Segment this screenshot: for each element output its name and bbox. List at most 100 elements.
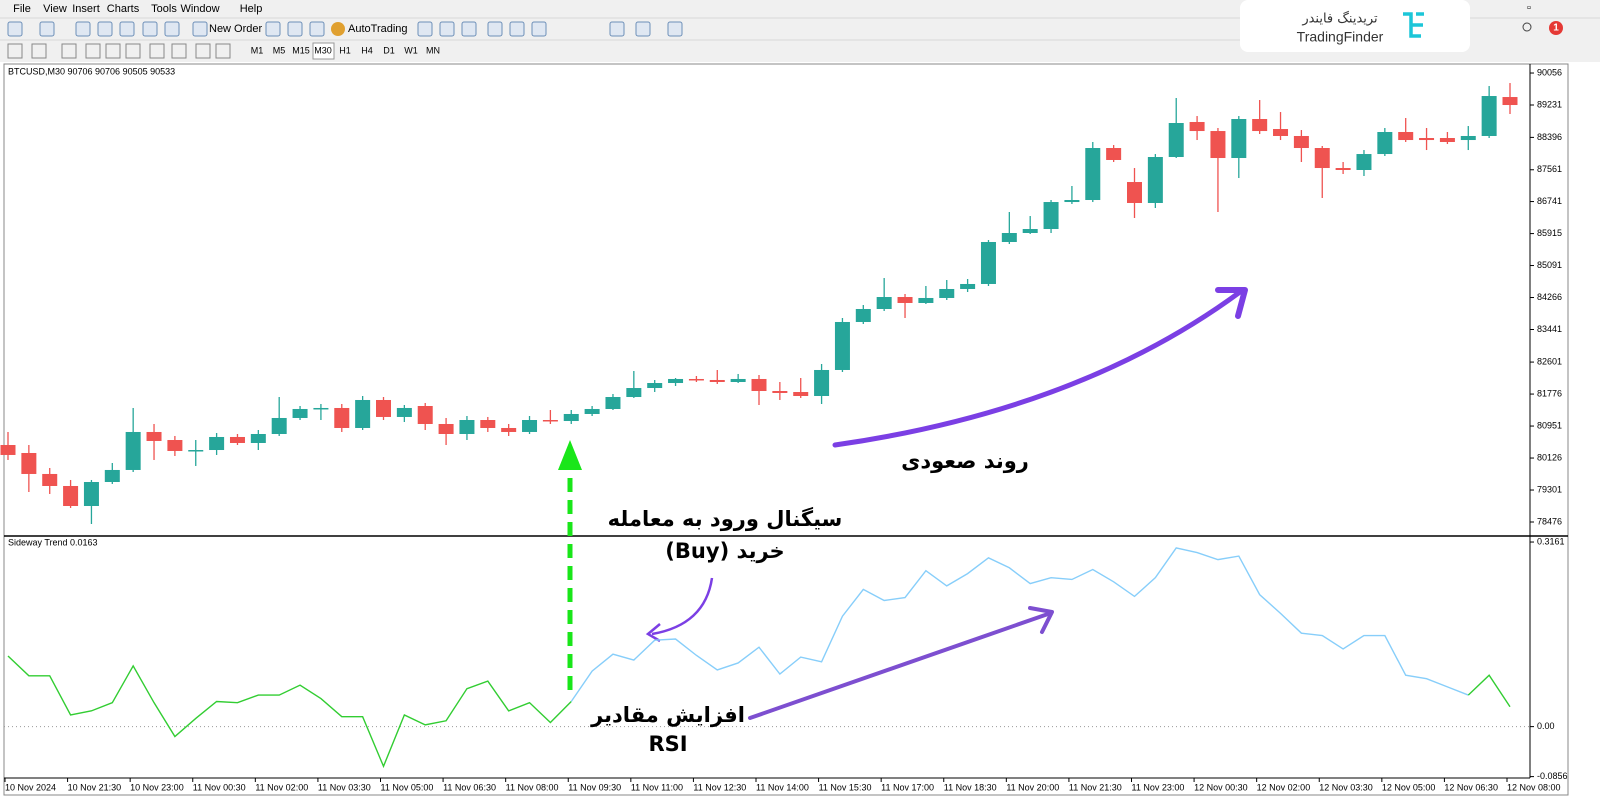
drawing-tool[interactable] bbox=[125, 43, 141, 59]
candle-body bbox=[1064, 200, 1080, 203]
menu-item[interactable]: Charts bbox=[107, 3, 140, 15]
candle-body bbox=[1377, 131, 1393, 155]
toolbar-icon[interactable] bbox=[309, 21, 325, 37]
drawing-tool[interactable] bbox=[195, 43, 211, 59]
pointer-arrowhead bbox=[645, 623, 661, 643]
x-tick-label: 11 Nov 18:30 bbox=[944, 782, 997, 792]
candle-body bbox=[1106, 148, 1122, 160]
candle-body bbox=[1356, 154, 1372, 170]
toolbar-icon[interactable] bbox=[142, 21, 158, 37]
toolbar-icon[interactable] bbox=[192, 21, 208, 37]
notification-count[interactable]: 1 bbox=[1553, 23, 1559, 34]
candle-body bbox=[584, 408, 600, 414]
y-tick-label: 89231 bbox=[1537, 99, 1562, 109]
candle-body bbox=[793, 392, 809, 397]
toolbar-icon[interactable] bbox=[75, 21, 91, 37]
timeframe-button[interactable]: M1 bbox=[251, 45, 264, 55]
timeframe-button[interactable]: MN bbox=[426, 45, 440, 55]
candle-body bbox=[229, 436, 245, 443]
candle-body bbox=[0, 445, 16, 455]
toolbar-icon[interactable] bbox=[7, 21, 23, 37]
candle-body bbox=[542, 420, 558, 422]
y-tick-label: 84266 bbox=[1537, 292, 1562, 302]
toolbar-icon[interactable] bbox=[119, 21, 135, 37]
logo-icon bbox=[1403, 12, 1424, 38]
notification-badge[interactable] bbox=[1549, 21, 1563, 35]
candle-body bbox=[188, 450, 204, 452]
candle-body bbox=[563, 413, 579, 422]
timeframe-button[interactable]: M15 bbox=[292, 45, 310, 55]
toolbar-icon[interactable] bbox=[531, 21, 547, 37]
menu-item[interactable]: View bbox=[43, 3, 67, 15]
x-tick-label: 11 Nov 03:30 bbox=[318, 782, 371, 792]
timeframe-button[interactable]: W1 bbox=[404, 45, 418, 55]
toolbar-icon[interactable] bbox=[265, 21, 281, 37]
menu-item[interactable]: Insert bbox=[72, 3, 100, 15]
auto-trading-button[interactable]: AutoTrading bbox=[348, 23, 408, 35]
candle-body bbox=[626, 388, 642, 398]
menu-item[interactable]: Tools bbox=[151, 3, 177, 15]
y-tick-label: 82601 bbox=[1537, 356, 1562, 366]
toolbar-icon[interactable] bbox=[164, 21, 180, 37]
candle-body bbox=[438, 423, 454, 434]
restore-icon[interactable]: ▫ bbox=[1527, 2, 1531, 14]
drawing-tool[interactable] bbox=[61, 43, 77, 59]
candle-body bbox=[918, 297, 934, 303]
candle-body bbox=[146, 431, 162, 441]
toolbar-icon[interactable] bbox=[331, 22, 345, 36]
candle-body bbox=[250, 433, 266, 443]
x-tick-label: 12 Nov 03:30 bbox=[1319, 782, 1373, 792]
toolbar-icon[interactable] bbox=[439, 21, 455, 37]
y-tick-label: 78476 bbox=[1537, 516, 1562, 526]
toolbar-icon[interactable] bbox=[509, 21, 525, 37]
x-tick-label: 12 Nov 02:00 bbox=[1257, 782, 1311, 792]
y-tick-label: 85915 bbox=[1537, 228, 1562, 238]
toolbar-icon[interactable] bbox=[461, 21, 477, 37]
timeframe-pressed bbox=[312, 42, 335, 60]
chart-title: BTCUSD,M30 90706 90706 90505 90533 bbox=[8, 66, 175, 76]
timeframe-button[interactable]: D1 bbox=[383, 45, 395, 55]
drawing-tool[interactable] bbox=[105, 43, 121, 59]
drawing-tool[interactable] bbox=[31, 43, 47, 59]
drawing-tool[interactable] bbox=[149, 43, 165, 59]
drawing-tool[interactable] bbox=[215, 43, 231, 59]
toolbar-icon[interactable] bbox=[635, 21, 651, 37]
candle-body bbox=[376, 399, 391, 417]
toolbar-icon[interactable] bbox=[609, 21, 625, 37]
candle-body bbox=[939, 288, 955, 298]
timeframe-button[interactable]: H1 bbox=[339, 45, 351, 55]
candle-body bbox=[1210, 131, 1226, 159]
new-order-button[interactable]: New Order bbox=[209, 23, 263, 35]
search-icon[interactable] bbox=[1522, 22, 1532, 32]
menu-item[interactable]: Help bbox=[240, 3, 263, 15]
menu-item[interactable]: Window bbox=[180, 3, 219, 15]
candle-body bbox=[834, 321, 850, 370]
x-tick-label: 11 Nov 21:30 bbox=[1069, 782, 1122, 792]
drawing-tool[interactable] bbox=[171, 43, 187, 59]
y-tick-label: 80951 bbox=[1537, 420, 1562, 430]
candle-body bbox=[1001, 233, 1017, 242]
candle-body bbox=[855, 308, 871, 322]
toolbar-icon[interactable] bbox=[417, 21, 433, 37]
candle-body bbox=[1043, 202, 1059, 230]
candle-body bbox=[313, 407, 329, 410]
signal-arrowhead bbox=[558, 440, 582, 470]
drawing-tool[interactable] bbox=[7, 43, 23, 59]
candle-body bbox=[104, 469, 120, 482]
candle-body bbox=[1022, 229, 1038, 234]
timeframe-button[interactable]: H4 bbox=[361, 45, 373, 55]
toolbar-icon[interactable] bbox=[39, 21, 55, 37]
toolbar-icon[interactable] bbox=[287, 21, 303, 37]
candle-body bbox=[42, 473, 58, 486]
toolbar-icon[interactable] bbox=[97, 21, 113, 37]
timeframe-button[interactable]: M5 bbox=[273, 45, 286, 55]
candle-body bbox=[730, 378, 746, 383]
toolbar-icon[interactable] bbox=[667, 21, 683, 37]
candle-body bbox=[21, 452, 37, 474]
toolbar-icon[interactable] bbox=[487, 21, 503, 37]
timeframe-button[interactable]: M30 bbox=[314, 45, 332, 55]
menu-item[interactable]: File bbox=[13, 3, 31, 15]
candle-body bbox=[63, 485, 79, 506]
drawing-tool[interactable] bbox=[85, 43, 101, 59]
x-tick-label: 11 Nov 23:00 bbox=[1132, 782, 1185, 792]
